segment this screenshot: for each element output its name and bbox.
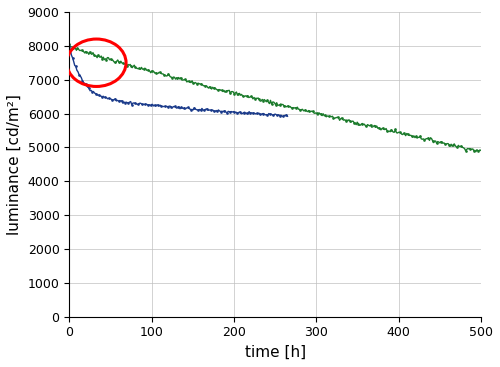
X-axis label: time [h]: time [h] bbox=[244, 345, 306, 360]
Y-axis label: luminance [cd/m²]: luminance [cd/m²] bbox=[7, 94, 22, 235]
